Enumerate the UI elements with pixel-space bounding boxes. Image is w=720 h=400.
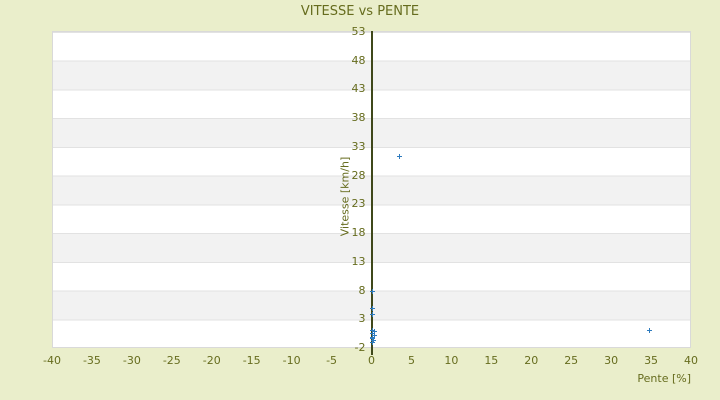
- x-axis-title: Pente [%]: [637, 372, 691, 385]
- chart-title: VITESSE vs PENTE: [300, 4, 420, 19]
- data-point: [370, 306, 375, 311]
- data-point: [370, 289, 375, 294]
- y-tick-label: 13: [351, 254, 366, 268]
- data-point: [647, 328, 652, 333]
- x-tick-label: -35: [82, 354, 101, 367]
- x-tick-label: -10: [282, 354, 301, 367]
- data-point: [370, 312, 375, 317]
- y-tick-label: 33: [351, 139, 366, 153]
- y-tick-label: 48: [351, 53, 366, 67]
- x-tick-label: 40: [684, 354, 698, 367]
- x-tick-label: -30: [122, 354, 141, 367]
- data-point: [397, 154, 402, 159]
- y-tick-label: 23: [351, 197, 366, 211]
- data-point: [370, 340, 375, 345]
- x-tick-label: -20: [202, 354, 221, 367]
- x-tick-label: -40: [43, 354, 61, 367]
- x-tick-label: 5: [407, 354, 415, 367]
- y-tick-label: -2: [354, 341, 366, 354]
- x-tick-label: 20: [524, 354, 539, 367]
- y-tick-label: 8: [358, 283, 366, 297]
- y-tick-label: 3: [358, 312, 366, 326]
- x-tick-label: 35: [644, 354, 659, 367]
- y-tick-label: 28: [351, 168, 366, 182]
- y-tick-label: 53: [351, 25, 366, 38]
- y-tick-label: 18: [351, 226, 366, 240]
- x-tick-label: -15: [242, 354, 261, 367]
- x-tick-label: 15: [484, 354, 499, 367]
- y-tick-label: 43: [351, 82, 366, 96]
- x-tick-label: 25: [564, 354, 579, 367]
- x-tick-label: -5: [326, 354, 338, 367]
- x-tick-label: 30: [604, 354, 619, 367]
- x-tick-label: 10: [444, 354, 459, 367]
- y-tick-label: 38: [351, 111, 366, 125]
- y-axis-line: [370, 31, 373, 355]
- x-tick-label: 0: [368, 354, 375, 367]
- x-tick-label: -25: [162, 354, 181, 367]
